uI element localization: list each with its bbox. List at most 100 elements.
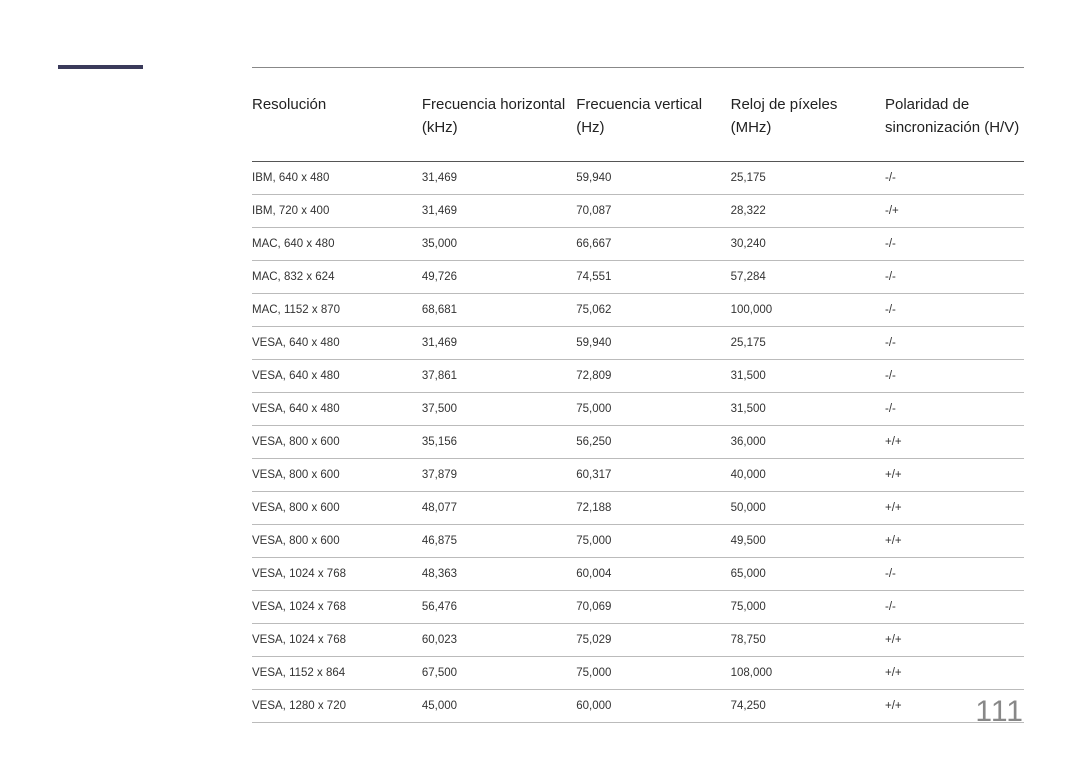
table-cell: IBM, 720 x 400 <box>252 195 422 228</box>
table-cell: 74,551 <box>576 261 730 294</box>
table-cell: VESA, 1024 x 768 <box>252 624 422 657</box>
table-cell: 30,240 <box>731 228 885 261</box>
table-cell: -/- <box>885 162 1024 195</box>
table-cell: -/- <box>885 393 1024 426</box>
table-cell: +/+ <box>885 624 1024 657</box>
table-cell: 56,250 <box>576 426 730 459</box>
table-cell: 65,000 <box>731 558 885 591</box>
table-row: MAC, 1152 x 87068,68175,062100,000-/- <box>252 294 1024 327</box>
table-cell: 100,000 <box>731 294 885 327</box>
table-cell: 70,087 <box>576 195 730 228</box>
table-cell: -/- <box>885 294 1024 327</box>
table-cell: VESA, 800 x 600 <box>252 492 422 525</box>
col-header: Reloj de píxeles (MHz) <box>731 68 885 162</box>
table-cell: MAC, 832 x 624 <box>252 261 422 294</box>
table-cell: -/- <box>885 558 1024 591</box>
table-cell: 36,000 <box>731 426 885 459</box>
table-cell: MAC, 640 x 480 <box>252 228 422 261</box>
table-cell: -/+ <box>885 195 1024 228</box>
table-row: MAC, 832 x 62449,72674,55157,284-/- <box>252 261 1024 294</box>
table-cell: 48,363 <box>422 558 576 591</box>
content-area: Resolución Frecuencia horizontal (kHz) F… <box>252 67 1024 723</box>
table-cell: +/+ <box>885 657 1024 690</box>
table-cell: 78,750 <box>731 624 885 657</box>
table-cell: VESA, 1280 x 720 <box>252 690 422 723</box>
table-cell: 60,000 <box>576 690 730 723</box>
col-header: Polaridad de sincronización (H/V) <box>885 68 1024 162</box>
table-cell: 60,317 <box>576 459 730 492</box>
table-cell: 67,500 <box>422 657 576 690</box>
table-row: VESA, 1152 x 86467,50075,000108,000+/+ <box>252 657 1024 690</box>
table-row: VESA, 800 x 60035,15656,25036,000+/+ <box>252 426 1024 459</box>
table-cell: 31,469 <box>422 195 576 228</box>
table-cell: +/+ <box>885 426 1024 459</box>
table-cell: VESA, 1024 x 768 <box>252 558 422 591</box>
table-cell: 74,250 <box>731 690 885 723</box>
table-cell: VESA, 800 x 600 <box>252 459 422 492</box>
table-cell: 35,156 <box>422 426 576 459</box>
table-cell: 68,681 <box>422 294 576 327</box>
table-cell: 31,500 <box>731 360 885 393</box>
table-row: IBM, 720 x 40031,46970,08728,322-/+ <box>252 195 1024 228</box>
page-number: 111 <box>975 695 1024 729</box>
table-cell: +/+ <box>885 525 1024 558</box>
accent-bar <box>58 65 143 69</box>
table-cell: VESA, 640 x 480 <box>252 393 422 426</box>
table-cell: -/- <box>885 327 1024 360</box>
table-cell: 57,284 <box>731 261 885 294</box>
col-header: Resolución <box>252 68 422 162</box>
table-cell: -/- <box>885 591 1024 624</box>
table-cell: 25,175 <box>731 162 885 195</box>
table-cell: 108,000 <box>731 657 885 690</box>
table-cell: MAC, 1152 x 870 <box>252 294 422 327</box>
table-row: VESA, 800 x 60048,07772,18850,000+/+ <box>252 492 1024 525</box>
table-cell: 75,000 <box>576 657 730 690</box>
spec-table: Resolución Frecuencia horizontal (kHz) F… <box>252 68 1024 723</box>
table-row: VESA, 800 x 60046,87575,00049,500+/+ <box>252 525 1024 558</box>
table-cell: 75,000 <box>731 591 885 624</box>
table-cell: VESA, 640 x 480 <box>252 327 422 360</box>
table-cell: 48,077 <box>422 492 576 525</box>
table-cell: 49,726 <box>422 261 576 294</box>
col-header: Frecuencia vertical (Hz) <box>576 68 730 162</box>
col-header: Frecuencia horizontal (kHz) <box>422 68 576 162</box>
table-cell: 31,500 <box>731 393 885 426</box>
table-cell: 40,000 <box>731 459 885 492</box>
table-cell: IBM, 640 x 480 <box>252 162 422 195</box>
table-row: MAC, 640 x 48035,00066,66730,240-/- <box>252 228 1024 261</box>
table-cell: 60,023 <box>422 624 576 657</box>
table-row: VESA, 1024 x 76856,47670,06975,000-/- <box>252 591 1024 624</box>
table-cell: -/- <box>885 261 1024 294</box>
table-cell: 49,500 <box>731 525 885 558</box>
table-cell: 72,188 <box>576 492 730 525</box>
table-cell: VESA, 800 x 600 <box>252 426 422 459</box>
table-cell: +/+ <box>885 492 1024 525</box>
table-cell: 45,000 <box>422 690 576 723</box>
table-cell: VESA, 640 x 480 <box>252 360 422 393</box>
table-cell: 25,175 <box>731 327 885 360</box>
table-row: IBM, 640 x 48031,46959,94025,175-/- <box>252 162 1024 195</box>
table-cell: 59,940 <box>576 162 730 195</box>
table-cell: 56,476 <box>422 591 576 624</box>
table-cell: VESA, 1152 x 864 <box>252 657 422 690</box>
table-cell: 72,809 <box>576 360 730 393</box>
table-cell: 37,879 <box>422 459 576 492</box>
table-cell: 31,469 <box>422 327 576 360</box>
table-row: VESA, 1280 x 72045,00060,00074,250+/+ <box>252 690 1024 723</box>
table-cell: 37,500 <box>422 393 576 426</box>
table-cell: -/- <box>885 360 1024 393</box>
table-cell: 35,000 <box>422 228 576 261</box>
table-row: VESA, 800 x 60037,87960,31740,000+/+ <box>252 459 1024 492</box>
table-cell: -/- <box>885 228 1024 261</box>
table-cell: 28,322 <box>731 195 885 228</box>
table-cell: 46,875 <box>422 525 576 558</box>
table-cell: +/+ <box>885 459 1024 492</box>
table-cell: 75,062 <box>576 294 730 327</box>
table-cell: 70,069 <box>576 591 730 624</box>
table-header-row: Resolución Frecuencia horizontal (kHz) F… <box>252 68 1024 162</box>
table-cell: 50,000 <box>731 492 885 525</box>
table-row: VESA, 1024 x 76860,02375,02978,750+/+ <box>252 624 1024 657</box>
table-cell: 75,029 <box>576 624 730 657</box>
table-row: VESA, 640 x 48037,50075,00031,500-/- <box>252 393 1024 426</box>
table-cell: 31,469 <box>422 162 576 195</box>
